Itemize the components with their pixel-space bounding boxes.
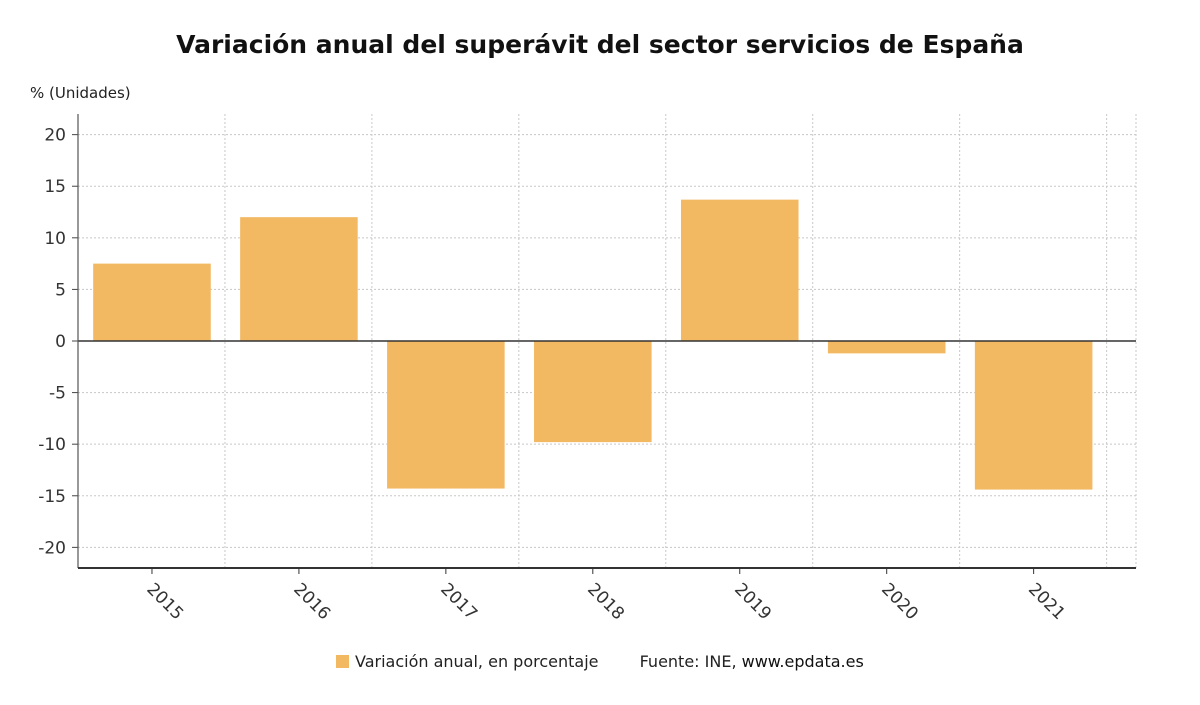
y-tick-label: 0 (55, 332, 66, 352)
legend-swatch (336, 655, 349, 668)
legend-series-label: Variación anual, en porcentaje (355, 652, 599, 671)
x-tick-label: 2019 (730, 579, 775, 624)
x-tick-label: 2021 (1024, 579, 1069, 624)
chart-title: Variación anual del superávit del sector… (176, 30, 1024, 59)
bar (534, 341, 652, 443)
bar (93, 263, 211, 341)
x-tick-label: 2020 (877, 579, 922, 624)
y-tick-label: 20 (44, 126, 66, 146)
x-tick-label: 2015 (142, 579, 187, 624)
source-prefix: Fuente: INE, (639, 652, 742, 671)
y-tick-label: 5 (55, 280, 66, 300)
y-tick-label: 10 (44, 229, 66, 249)
x-tick-label: 2017 (436, 579, 481, 624)
y-tick-label: -5 (49, 384, 66, 404)
bar (974, 341, 1093, 490)
x-tick-label: 2018 (583, 579, 628, 624)
y-tick-label: 15 (44, 177, 66, 197)
y-tick-label: -20 (38, 538, 66, 558)
bar (387, 341, 505, 489)
y-axis-unit-label: % (Unidades) (30, 84, 131, 102)
legend: Variación anual, en porcentaje Fuente: I… (336, 652, 864, 671)
bar (827, 341, 946, 354)
bar (680, 199, 799, 341)
source-link[interactable]: www.epdata.es (741, 652, 864, 671)
bar (240, 217, 358, 341)
y-tick-label: -10 (38, 435, 66, 455)
x-tick-label: 2016 (289, 579, 334, 624)
y-tick-label: -15 (38, 487, 66, 507)
